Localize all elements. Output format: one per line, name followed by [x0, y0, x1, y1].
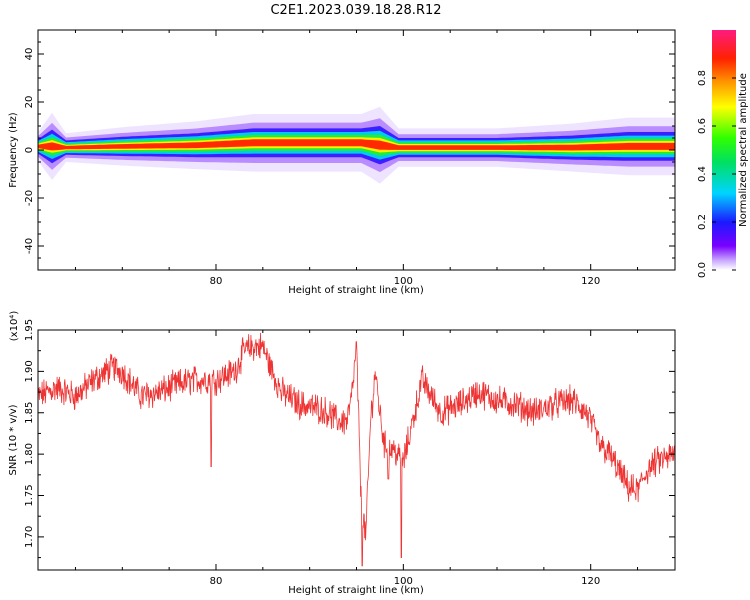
snr-y-tick-label: 1.95: [24, 319, 35, 341]
colorbar-tick-label: 0.4: [697, 166, 708, 182]
colorbar-tick-label: 0.6: [697, 118, 708, 134]
snr-x-axis-label: Height of straight line (km): [288, 585, 424, 596]
snr-series-line: [38, 332, 675, 567]
spectrogram-y-tick-label: 20: [24, 96, 35, 109]
spectrogram-x-tick-label: 120: [581, 276, 600, 287]
snr-x-tick-label: 120: [581, 576, 600, 587]
snr-plot-area: [38, 332, 675, 567]
spectrogram-y-tick-label: 0: [24, 147, 35, 153]
spectrogram-axes: 80 100 120 -40 -20 0 20 40: [24, 30, 675, 287]
spectrogram-x-tick-label: 80: [210, 276, 223, 287]
colorbar-tick-label: 0.0: [697, 262, 708, 278]
spectrogram-x-axis-label: Height of straight line (km): [288, 285, 424, 296]
spectral-band-red: [38, 139, 675, 151]
snr-y-multiplier: (x10⁴): [9, 311, 20, 342]
spectrogram-y-tick-label: -40: [24, 238, 35, 254]
spectrogram-y-tick-label: -20: [24, 190, 35, 206]
snr-y-tick-label: 1.70: [24, 526, 35, 548]
snr-x-tick-label: 80: [210, 576, 223, 587]
snr-y-tick-label: 1.85: [24, 402, 35, 424]
snr-axes: 80 100 120 1.70 1.75 1.80 1.85 1.90 1.95: [24, 319, 675, 587]
spectrogram-y-axis-label: Frequency (Hz): [8, 112, 19, 188]
figure-title: C2E1.2023.039.18.28.R12: [270, 3, 441, 18]
spectrogram-x-tick-label: 100: [394, 276, 413, 287]
spectrogram-y-tick-label: 40: [24, 48, 35, 61]
snr-y-tick-label: 1.80: [24, 443, 35, 465]
colorbar-label: Normalized spectral amplitude: [738, 73, 749, 227]
snr-y-tick-label: 1.75: [24, 484, 35, 506]
spectrogram-heatmap: [38, 106, 675, 184]
colorbar: [712, 30, 736, 270]
snr-y-tick-label: 1.90: [24, 360, 35, 382]
snr-y-axis-label: SNR (10 * v/v): [8, 404, 19, 475]
snr-frame: [37, 329, 676, 571]
colorbar-ticks: 0.0 0.2 0.4 0.6 0.8: [697, 70, 736, 278]
colorbar-tick-label: 0.8: [697, 70, 708, 86]
colorbar-tick-label: 0.2: [697, 214, 708, 230]
snr-x-tick-label: 100: [394, 576, 413, 587]
